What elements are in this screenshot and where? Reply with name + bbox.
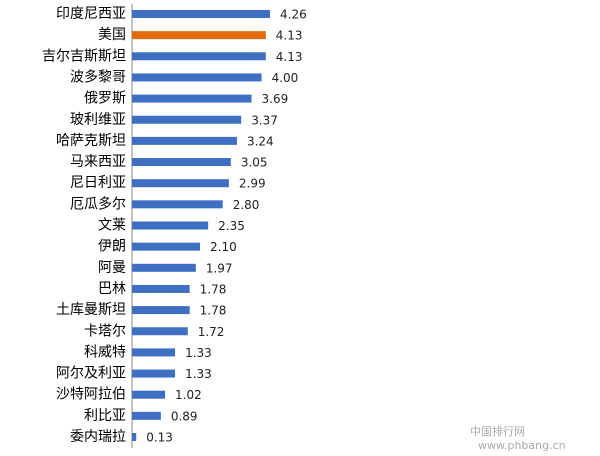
bar <box>132 136 237 145</box>
category-label: 印度尼西亚 <box>56 6 126 22</box>
bar <box>132 31 266 40</box>
bar <box>132 411 161 420</box>
bar <box>132 10 271 18</box>
category-label: 伊朗 <box>98 239 126 255</box>
value-label: 4.00 <box>272 71 299 85</box>
value-label: 1.78 <box>200 304 227 318</box>
category-label: 阿曼 <box>98 260 126 276</box>
value-label: 1.97 <box>206 261 233 275</box>
value-label: 2.99 <box>239 177 266 191</box>
category-label: 卡塔尔 <box>84 323 126 339</box>
value-label: 1.33 <box>185 367 212 381</box>
bar <box>132 200 223 209</box>
watermark: www.phbang.cn <box>478 439 566 452</box>
bar <box>132 306 190 315</box>
bar <box>132 263 196 272</box>
value-label: 1.02 <box>175 388 202 402</box>
value-label: 1.78 <box>200 282 227 296</box>
category-label: 文莱 <box>98 218 126 234</box>
category-label: 土库曼斯坦 <box>56 302 126 318</box>
category-label: 沙特阿拉伯 <box>56 387 126 403</box>
category-label: 俄罗斯 <box>84 91 126 107</box>
category-label: 美国 <box>98 27 126 43</box>
bar <box>132 327 188 336</box>
value-label: 1.72 <box>198 325 225 339</box>
category-label: 哈萨克斯坦 <box>56 133 126 149</box>
bar <box>132 242 201 251</box>
value-label: 4.13 <box>276 50 303 64</box>
category-label: 利比亚 <box>84 408 126 424</box>
value-label: 4.26 <box>280 8 307 22</box>
category-label: 尼日利亚 <box>70 175 126 191</box>
category-label: 玻利维亚 <box>70 112 126 128</box>
category-label: 厄瓜多尔 <box>70 195 126 212</box>
bar <box>132 52 266 61</box>
category-label: 巴林 <box>98 281 126 297</box>
value-label: 2.35 <box>218 219 245 233</box>
category-label: 委内瑞拉 <box>70 429 126 445</box>
category-label: 马来西亚 <box>70 154 126 170</box>
category-label: 科威特 <box>84 344 126 360</box>
bar <box>132 284 190 293</box>
bar <box>132 390 166 399</box>
bar <box>132 369 176 378</box>
bar <box>132 158 231 167</box>
bar <box>132 433 137 441</box>
bar <box>132 94 252 103</box>
value-label: 3.24 <box>247 134 274 148</box>
bar <box>132 73 262 82</box>
value-label: 3.05 <box>241 156 268 170</box>
value-label: 3.69 <box>262 92 289 106</box>
bar <box>132 179 229 188</box>
value-label: 4.13 <box>276 29 303 43</box>
value-label: 0.13 <box>146 431 173 445</box>
value-label: 1.33 <box>185 346 212 360</box>
bar <box>132 115 242 124</box>
bar <box>132 221 209 230</box>
value-label: 3.37 <box>251 113 278 127</box>
watermark: 中国排行网 <box>470 424 525 438</box>
bar <box>132 348 176 357</box>
value-label: 2.80 <box>233 198 260 212</box>
category-label: 阿尔及利亚 <box>56 366 126 382</box>
category-label: 波多黎哥 <box>70 68 126 85</box>
value-label: 0.89 <box>171 409 198 423</box>
category-label: 吉尔吉斯斯坦 <box>42 48 126 64</box>
value-label: 2.10 <box>210 240 237 254</box>
